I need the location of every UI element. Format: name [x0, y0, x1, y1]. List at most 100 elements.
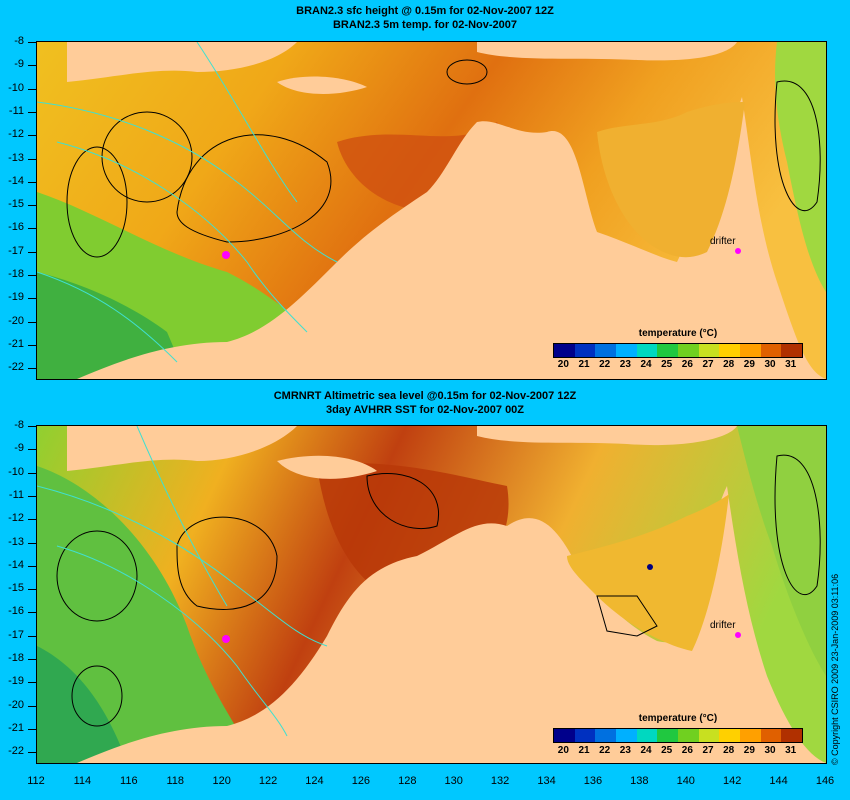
legend-swatch [657, 729, 679, 742]
coral-sea-area [737, 426, 826, 676]
australia-land [77, 97, 826, 379]
y-tick-mark [28, 298, 36, 300]
y-tick-label: -8 [14, 35, 24, 47]
y-tick-label: -11 [8, 488, 24, 501]
y-tick-mark [28, 111, 36, 113]
drifter-marker-top-east[interactable] [735, 248, 741, 254]
sea-level-contours [56, 454, 821, 727]
x-tick-label: 118 [166, 775, 185, 787]
y-tick-label: -20 [8, 698, 24, 711]
legend-swatch [616, 344, 637, 357]
legend-title: temperature (°C) [638, 328, 718, 339]
new-guinea-land [477, 42, 737, 61]
top-drifter-label: drifter [710, 236, 736, 247]
y-tick-label: -15 [8, 198, 24, 211]
legend-tick-label: 25 [661, 359, 673, 370]
legend-tick-label: 23 [619, 359, 631, 370]
legend-tick-label: 24 [640, 359, 652, 370]
legend-swatch [698, 344, 720, 357]
cool-water-region [37, 466, 257, 763]
legend-tick-label: 24 [640, 745, 652, 756]
y-tick-label: -22 [8, 745, 24, 758]
drifter-marker-bottom-west[interactable] [222, 635, 230, 643]
y-tick-label: -22 [8, 361, 24, 374]
sea-level-contours [66, 59, 821, 258]
legend-swatch [554, 344, 575, 357]
x-tick-label: 132 [490, 775, 510, 787]
y-tick-mark [28, 495, 36, 497]
legend-swatch [636, 729, 658, 742]
legend-tick-label: 22 [599, 359, 611, 370]
x-tick-label: 138 [630, 775, 649, 787]
legend-swatch [698, 729, 720, 742]
legend-swatch [554, 729, 575, 742]
bottom-title-line1: CMRNRT Altimetric sea level @0.15m for 0… [273, 390, 577, 402]
y-tick-mark [28, 612, 36, 614]
y-tick-mark [28, 659, 36, 660]
gulf-of-carpentaria [597, 102, 745, 258]
legend-colorbar [553, 728, 803, 743]
y-tick-mark [28, 705, 36, 707]
x-tick-label: 130 [444, 775, 463, 787]
y-tick-label: -18 [8, 652, 24, 664]
legend-swatch [760, 344, 782, 357]
top-title-line1: BRAN2.3 sfc height @ 0.15m for 02-Nov-20… [296, 5, 554, 17]
legend-title: temperature (°C) [638, 713, 718, 724]
y-tick-label: -9 [14, 442, 24, 455]
legend-tick-label: 28 [723, 359, 735, 370]
y-tick-label: -18 [8, 268, 24, 280]
bottom-map-panel[interactable] [36, 425, 827, 764]
y-tick-mark [28, 519, 36, 521]
cooler-water-region [37, 272, 187, 379]
legend-tick-label: 26 [681, 359, 693, 370]
y-tick-mark [28, 181, 36, 183]
legend-swatch [740, 729, 761, 742]
legend-swatch [616, 729, 637, 742]
legend-colorbar [553, 343, 803, 358]
y-tick-mark [28, 65, 36, 67]
y-tick-label: -12 [8, 128, 24, 141]
cold-spot-marker [647, 564, 653, 570]
x-tick-label: 120 [212, 775, 231, 787]
x-tick-label: 124 [305, 775, 324, 787]
y-tick-mark [28, 728, 36, 730]
legend-tick-label: 20 [557, 745, 569, 756]
x-tick-label: 146 [815, 775, 835, 787]
legend-swatch [760, 729, 782, 742]
timor-island [277, 76, 367, 94]
y-tick-label: -17 [8, 244, 24, 257]
drifter-marker-bottom-east[interactable] [735, 632, 741, 638]
y-tick-mark [28, 42, 36, 43]
y-tick-mark [28, 135, 36, 137]
x-tick-label: 136 [583, 775, 603, 787]
y-tick-label: -8 [14, 419, 24, 431]
x-tick-label: 112 [27, 775, 45, 787]
y-tick-mark [28, 344, 36, 346]
legend-tick-label: 31 [785, 359, 797, 370]
top-map-panel[interactable] [36, 41, 827, 380]
x-tick-label: 126 [351, 775, 371, 787]
y-tick-label: -10 [8, 81, 24, 94]
legend-swatch [719, 344, 741, 357]
legend-tick-label: 26 [681, 745, 693, 756]
legend-swatch [636, 344, 658, 357]
y-tick-label: -20 [8, 314, 24, 327]
y-tick-mark [28, 205, 36, 207]
legend-tick-label: 29 [743, 745, 755, 756]
legend-tick-label: 23 [619, 745, 631, 756]
bottom-title-line2: 3day AVHRR SST for 02-Nov-2007 00Z [325, 404, 525, 416]
y-tick-label: -21 [8, 721, 24, 734]
new-guinea-land [477, 426, 737, 446]
legend-swatch [678, 344, 699, 357]
legend-swatch [595, 344, 617, 357]
gulf-of-carpentaria [567, 494, 729, 651]
coral-sea-area [775, 42, 826, 292]
legend-tick-label: 27 [702, 359, 714, 370]
legend-tick-label: 21 [578, 359, 590, 370]
x-tick-label: 140 [676, 775, 695, 787]
y-tick-mark [28, 275, 36, 276]
drifter-marker-top-west[interactable] [222, 251, 230, 259]
y-tick-mark [28, 426, 36, 427]
y-tick-label: -14 [8, 558, 24, 571]
y-tick-label: -10 [8, 465, 24, 478]
